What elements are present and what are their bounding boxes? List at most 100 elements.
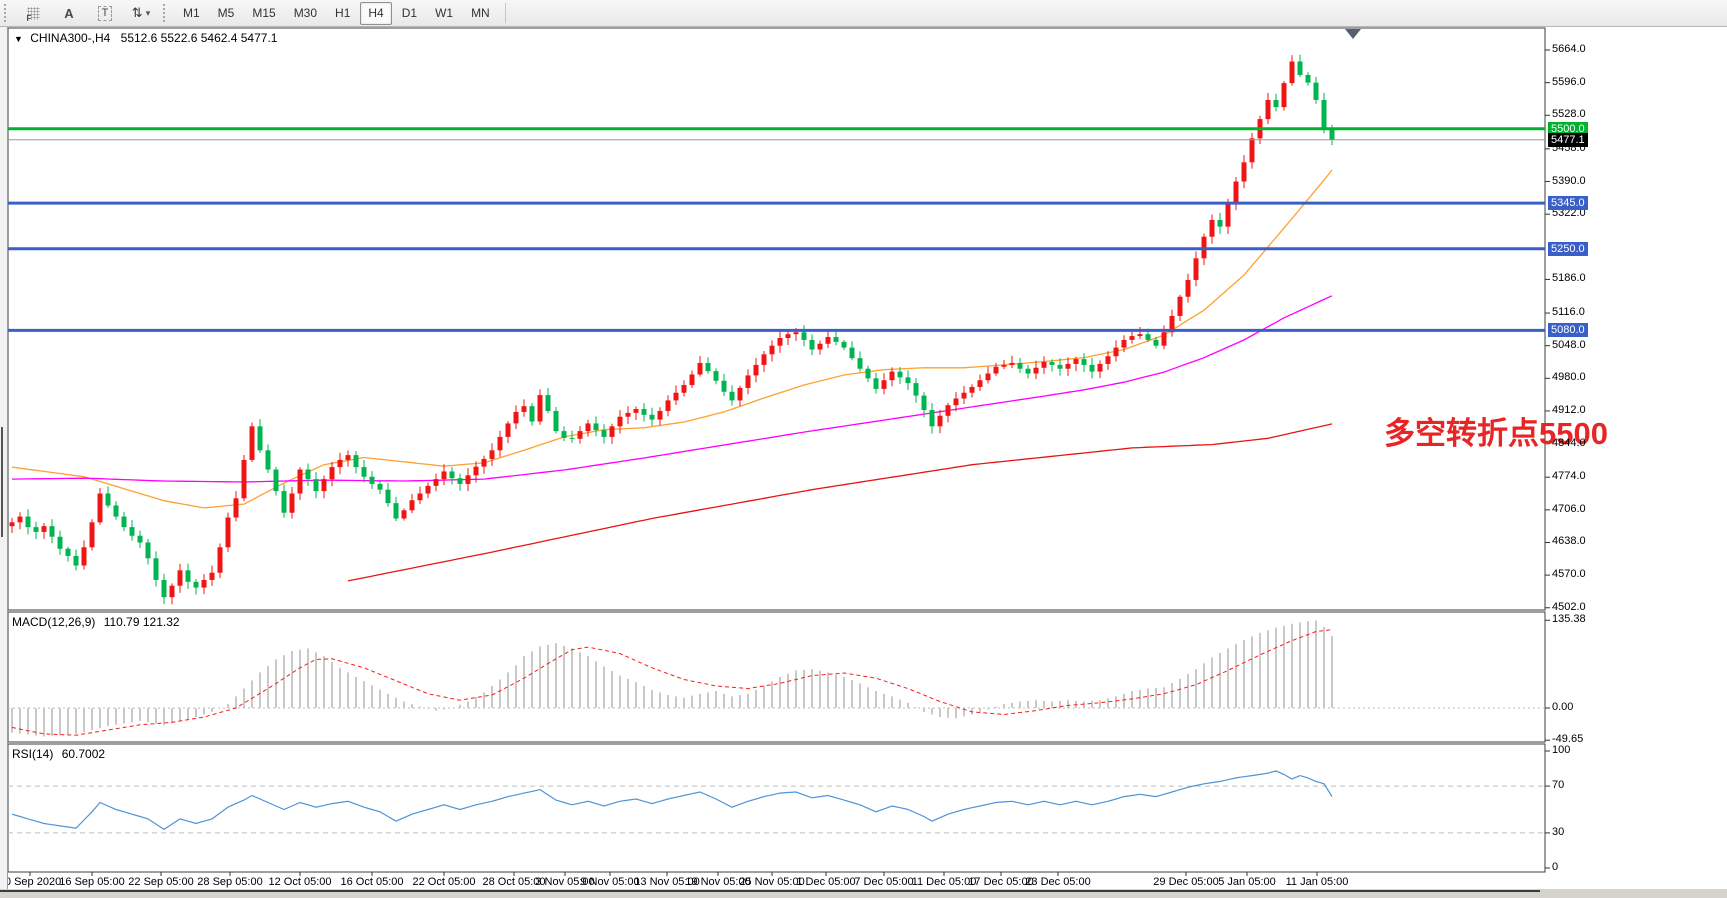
candle-body — [897, 371, 903, 378]
templates-tool-button[interactable]: F — [16, 2, 50, 25]
candle-body — [1177, 296, 1183, 316]
candle-body — [169, 585, 175, 598]
candle-body — [585, 423, 591, 432]
chevron-down-icon: ▾ — [145, 7, 151, 18]
candle-body — [1089, 364, 1095, 372]
candle-body — [681, 385, 687, 393]
candle-body — [1033, 367, 1039, 374]
candle-body — [1265, 99, 1271, 120]
candle-body — [873, 378, 879, 389]
candle-body — [649, 414, 655, 420]
timeframe-button-h4[interactable]: H4 — [360, 1, 392, 25]
candle-body — [225, 517, 231, 548]
candle-body — [49, 526, 55, 537]
candle-body — [65, 548, 71, 556]
candle-body — [1145, 334, 1151, 340]
candle-body — [1233, 181, 1239, 204]
cursor-tool-button[interactable]: ⇅ ▾ — [124, 2, 158, 25]
toolbar-drag-handle[interactable] — [4, 4, 11, 22]
candle-body — [1081, 359, 1087, 365]
candle-body — [1241, 162, 1247, 182]
candle-body — [209, 572, 215, 580]
candle-body — [937, 415, 943, 427]
candle-body — [1153, 339, 1159, 346]
candle-body — [1313, 82, 1319, 100]
rsi-line — [11, 770, 1333, 831]
candle-body — [1249, 138, 1255, 163]
toolbar-drag-handle[interactable] — [163, 4, 170, 22]
candle-body — [665, 400, 671, 411]
candle-body — [705, 362, 711, 372]
window-left-edge — [0, 27, 8, 889]
candle-body — [17, 516, 23, 523]
candle-body — [537, 395, 543, 422]
candle-body — [329, 467, 335, 480]
docked-toolbar-grip — [1, 427, 3, 537]
candle-body — [257, 426, 263, 451]
candle-body — [1001, 364, 1007, 367]
timeframe-button-m1[interactable]: M1 — [183, 6, 200, 20]
candle-body — [441, 471, 447, 480]
text-box-tool-button[interactable]: T — [88, 2, 122, 25]
macd-signal-line — [11, 629, 1333, 736]
candle-body — [121, 516, 127, 528]
candle-body — [361, 467, 367, 477]
candle-body — [849, 347, 855, 359]
candle-body — [81, 547, 87, 566]
window-bottom-border — [0, 889, 1727, 898]
candle-body — [33, 527, 39, 532]
candle-body — [1057, 364, 1063, 369]
candle-body — [993, 366, 999, 374]
timeframe-button-m5[interactable]: M5 — [217, 6, 235, 20]
macd-histogram — [11, 620, 1333, 737]
candle-body — [785, 334, 791, 338]
candle-body — [153, 558, 159, 580]
chart-canvas[interactable] — [0, 27, 1727, 898]
candle-body — [1041, 362, 1047, 368]
text-label-tool-button[interactable]: A — [52, 2, 86, 25]
letter-t-icon: T — [97, 5, 113, 21]
rsi-panel[interactable] — [7, 743, 1546, 873]
candle-body — [1329, 128, 1335, 140]
chart-window[interactable]: ▼ CHINA300-,H4 5512.6 5522.6 5462.4 5477… — [0, 27, 1727, 898]
candle-body — [481, 458, 487, 467]
ma-mid-magenta-line — [11, 295, 1333, 483]
candle-body — [409, 500, 415, 511]
candle-body — [89, 522, 95, 548]
candle-body — [137, 535, 143, 543]
candle-body — [105, 493, 111, 506]
macd-panel[interactable] — [7, 611, 1546, 743]
timeframe-button-mn[interactable]: MN — [471, 6, 490, 20]
candle-body — [641, 409, 647, 415]
candle-body — [465, 475, 471, 484]
candle-body — [249, 426, 255, 460]
candle-body — [625, 412, 631, 417]
candle-body — [1281, 83, 1287, 108]
candle-body — [961, 392, 967, 399]
candle-body — [969, 386, 975, 393]
main-chart-panel[interactable] — [7, 27, 1546, 611]
timeframe-button-d1[interactable]: D1 — [401, 6, 418, 20]
candle-body — [529, 406, 535, 422]
timeframe-button-m15[interactable]: M15 — [252, 6, 276, 20]
candle-body — [889, 371, 895, 381]
candle-body — [1273, 99, 1279, 108]
candle-body — [25, 516, 31, 528]
candle-body — [489, 450, 495, 459]
candle-body — [657, 410, 663, 420]
candle-body — [1017, 362, 1023, 369]
candle-body — [305, 469, 311, 480]
candlestick-series — [9, 54, 1335, 605]
candle-body — [977, 380, 983, 387]
candle-body — [609, 426, 615, 437]
candle-body — [545, 395, 551, 411]
candle-body — [1025, 368, 1031, 374]
candle-body — [689, 374, 695, 386]
candle-body — [73, 555, 79, 566]
timeframe-button-m30[interactable]: M30 — [293, 6, 318, 20]
candle-body — [761, 354, 767, 365]
candle-body — [817, 343, 823, 350]
timeframe-button-w1[interactable]: W1 — [435, 6, 454, 20]
candle-body — [673, 392, 679, 401]
timeframe-button-h1[interactable]: H1 — [335, 6, 351, 20]
